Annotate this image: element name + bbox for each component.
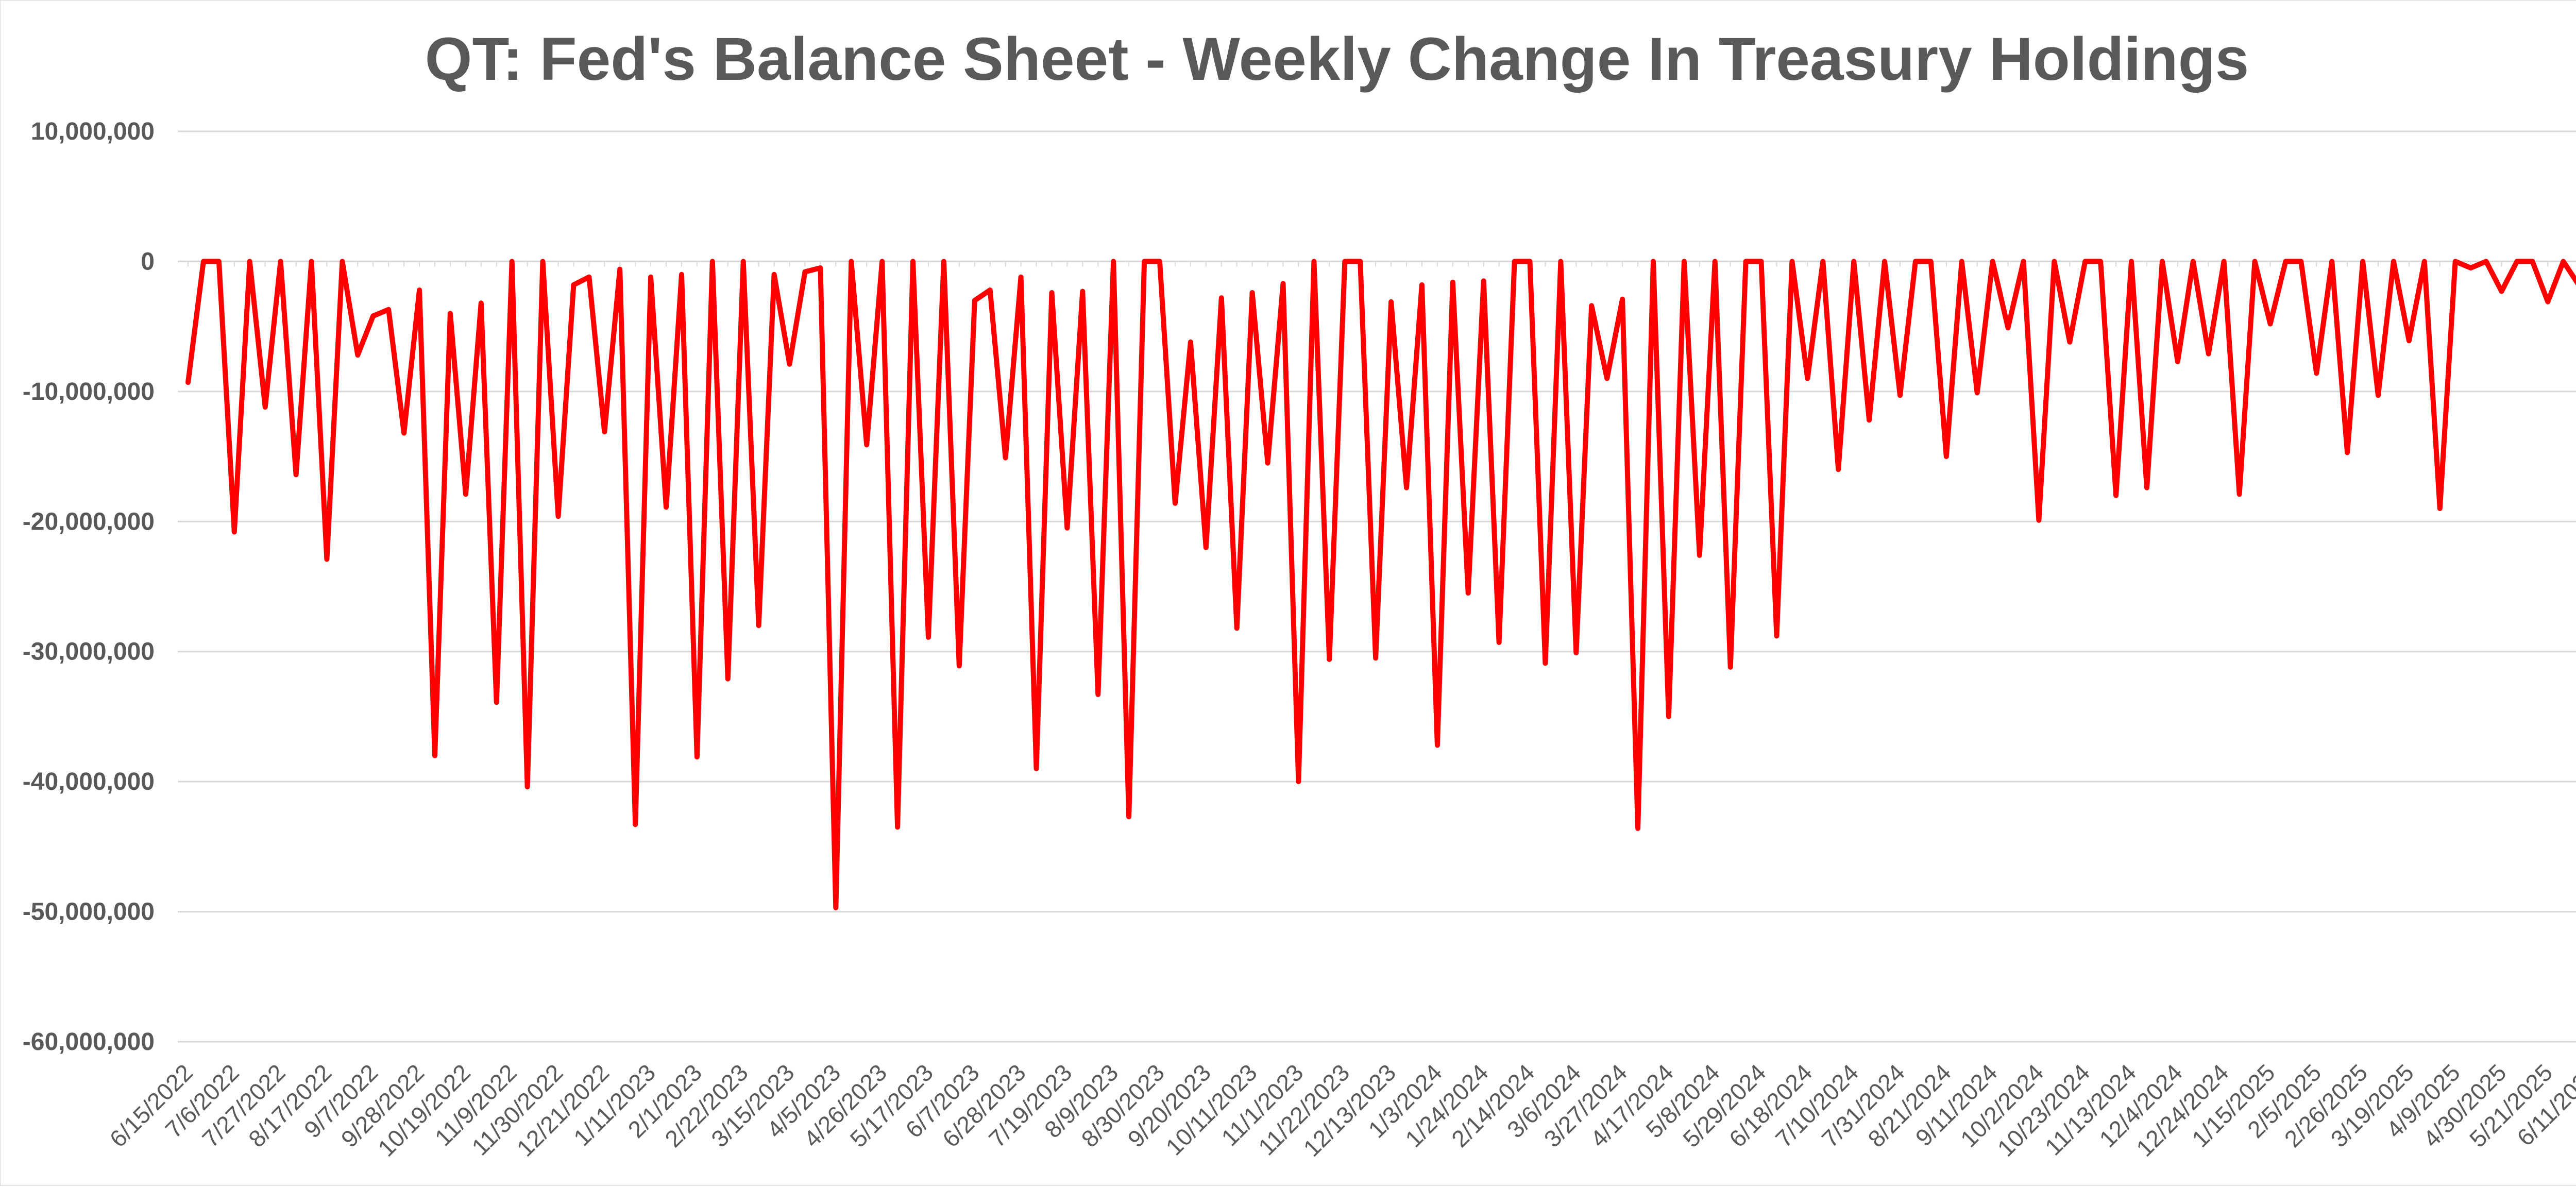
y-tick-label: 10,000,000 [31,118,155,145]
series-layer [185,259,2576,910]
series-line [185,259,2576,910]
y-tick-label: -30,000,000 [23,638,155,666]
x-axis-labels: 6/15/20227/6/20227/27/20228/17/20229/7/2… [105,1059,2576,1162]
y-tick-label: -50,000,000 [23,898,155,926]
y-tick-label: -60,000,000 [23,1028,155,1056]
y-tick-label: -40,000,000 [23,768,155,795]
chart-title: QT: Fed's Balance Sheet - Weekly Change … [425,25,2249,93]
y-tick-label: -20,000,000 [23,508,155,535]
gridlines [178,130,2576,1043]
y-tick-label: 0 [141,248,155,275]
y-tick-label: -10,000,000 [23,378,155,405]
y-axis-labels: 10,000,000 0 -10,000,000 -20,000,000 -30,000… [23,118,155,1056]
